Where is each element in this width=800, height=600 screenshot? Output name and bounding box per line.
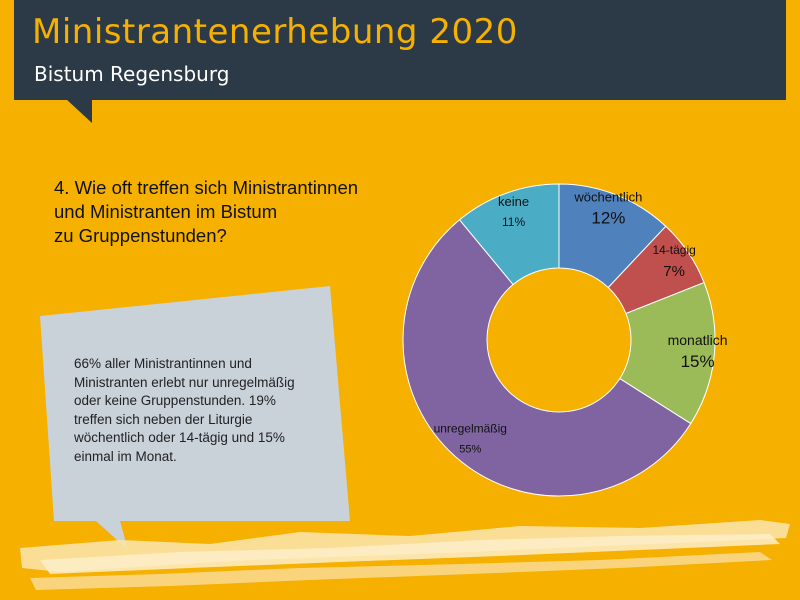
slice-category-label: keine: [498, 194, 529, 209]
slice-value-label: 11%: [502, 215, 525, 229]
slice-value-label: 12%: [591, 208, 625, 227]
bubble-line: wöchentlich oder 14-tägig und 15%: [74, 430, 285, 445]
bubble-text: 66% aller Ministrantinnen und Ministrant…: [74, 355, 334, 466]
slice-value-label: 15%: [681, 352, 715, 371]
slice-category-label: unregelmäßig: [434, 422, 507, 436]
slice-value-label: 55%: [459, 444, 481, 456]
bubble-line: oder keine Gruppenstunden. 19%: [74, 393, 276, 408]
slice-value-label: 7%: [663, 263, 685, 280]
question-line: zu Gruppenstunden?: [54, 225, 227, 246]
bubble-line: einmal im Monat.: [74, 448, 177, 464]
header-bar: Ministrantenerhebung 2020 Bistum Regensb…: [14, 0, 786, 100]
question-text: 4. Wie oft treffen sich Ministrantinnen …: [54, 176, 394, 248]
header-tail: [66, 99, 92, 123]
bubble-line: 66% aller Ministrantinnen und: [74, 356, 252, 371]
brush-stroke: [40, 534, 780, 574]
page-subtitle: Bistum Regensburg: [34, 62, 230, 86]
slice-category-label: 14-tägig: [652, 243, 695, 257]
slice-category-label: wöchentlich: [573, 189, 642, 204]
brush-stroke: [30, 552, 772, 590]
bubble-line: Ministranten erlebt nur unregelmäßig: [74, 374, 295, 390]
question-line: 4. Wie oft treffen sich Ministrantinnen: [54, 177, 359, 198]
donut-slice-2: [619, 281, 716, 425]
bubble-line: treffen sich neben der Liturgie: [74, 411, 253, 427]
speech-bubble-shape: [40, 286, 350, 550]
question-line: und Ministranten im Bistum: [54, 201, 278, 222]
slice-category-label: monatlich: [668, 332, 728, 348]
page-title: Ministrantenerhebung 2020: [32, 12, 518, 52]
donut-slice-4: [458, 183, 560, 286]
donut-slice-3: [402, 219, 692, 497]
